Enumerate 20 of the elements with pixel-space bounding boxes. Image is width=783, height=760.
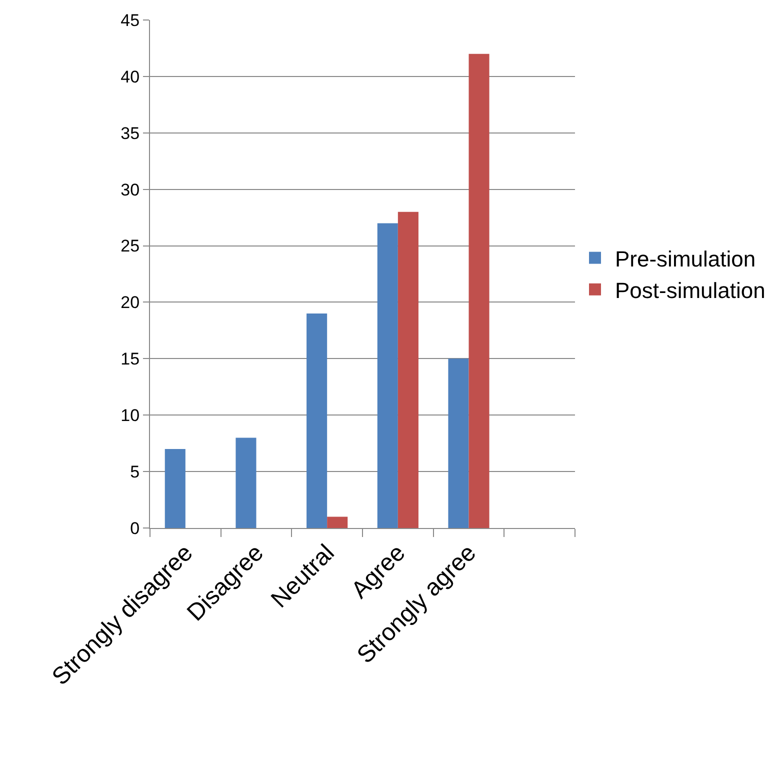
legend-label: Pre-simulation (615, 246, 756, 272)
y-tick-label: 5 (130, 462, 140, 482)
bar (448, 358, 469, 528)
bar (327, 516, 348, 528)
y-tick-label: 30 (120, 180, 140, 200)
y-tick-label: 45 (120, 10, 140, 30)
bar (398, 212, 418, 528)
y-tick-label: 20 (120, 293, 140, 312)
y-tick-label: 35 (120, 124, 140, 143)
bar (468, 54, 490, 528)
bar (164, 448, 186, 528)
y-tick-label: 10 (120, 406, 140, 426)
bar (236, 438, 256, 528)
bar (377, 223, 398, 528)
y-tick-label: 25 (120, 236, 140, 256)
y-tick-label: 15 (120, 350, 140, 369)
y-tick-label: 40 (120, 67, 140, 86)
y-tick-label: 0 (130, 518, 140, 538)
legend-label: Post-simulation (615, 278, 766, 303)
bar (306, 314, 328, 528)
